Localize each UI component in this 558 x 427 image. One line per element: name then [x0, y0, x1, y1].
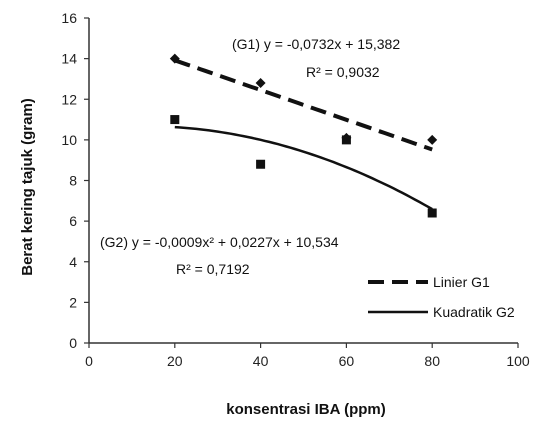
data-point-g1 [169, 53, 180, 64]
x-axis-title: konsentrasi IBA (ppm) [226, 401, 385, 418]
data-point-g2 [170, 115, 180, 125]
trendline-linier-g1 [174, 58, 433, 152]
legend-linier-g1-label: Linier G1 [433, 274, 490, 290]
data-point-g2 [256, 159, 266, 169]
trendline-kuadratik-g2 [174, 125, 433, 211]
y-tick-label: 8 [69, 173, 77, 189]
data-point-g2 [341, 135, 351, 145]
y-tick-label: 4 [69, 254, 77, 270]
x-tick-label: 20 [167, 353, 183, 369]
y-tick-label: 14 [61, 51, 77, 67]
y-tick-label: 6 [69, 213, 77, 229]
g2-equation-label: (G2) y = -0,0009x² + 0,0227x + 10,534 [100, 234, 339, 250]
x-tick-label: 60 [339, 353, 355, 369]
y-axis-title-group: Berat kering tajuk (gram) [19, 98, 36, 276]
g1-equation-label: (G1) y = -0,0732x + 15,382 [232, 36, 400, 52]
data-point-g2 [427, 208, 437, 218]
x-tick-label: 80 [424, 353, 440, 369]
x-tick-label: 100 [506, 353, 530, 369]
legend: Linier G1 Kuadratik G2 [368, 274, 515, 320]
y-tick-label: 12 [61, 91, 77, 107]
data-point-g1 [255, 78, 266, 88]
y-tick-label: 0 [69, 335, 77, 351]
y-tick-label: 2 [69, 294, 77, 310]
plot-area: 0 20 40 60 80 100 0 2 4 6 8 10 12 14 16 [61, 10, 529, 369]
g2-r2-label: R² = 0,7192 [176, 261, 250, 277]
legend-kuadratik-g2-label: Kuadratik G2 [433, 304, 515, 320]
data-point-g1 [427, 134, 438, 145]
g1-r2-label: R² = 0,9032 [306, 64, 380, 80]
y-axis-title: Berat kering tajuk (gram) [19, 98, 36, 276]
y-tick-label: 16 [61, 10, 77, 26]
x-tick-label: 40 [253, 353, 269, 369]
y-tick-label: 10 [61, 132, 77, 148]
x-tick-label: 0 [85, 353, 93, 369]
